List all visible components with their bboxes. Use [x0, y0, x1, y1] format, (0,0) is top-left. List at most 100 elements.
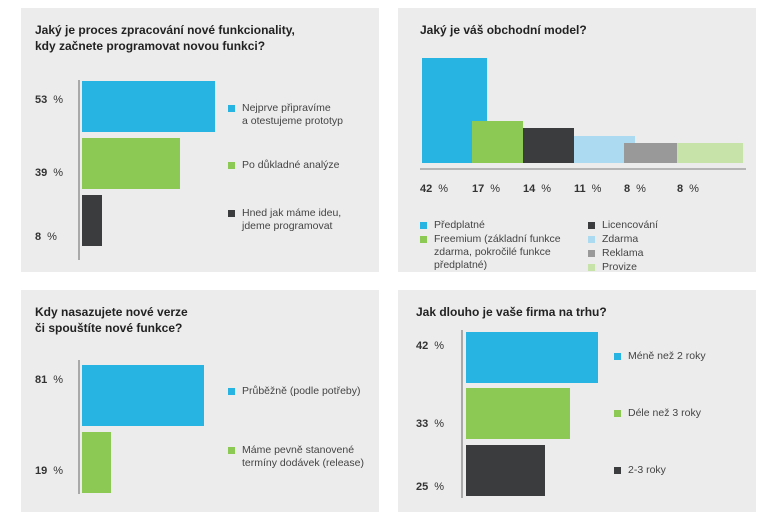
legend-swatch — [588, 250, 595, 257]
legend-label: 2-3 roky — [628, 464, 666, 477]
legend-swatch — [420, 222, 427, 229]
legend-label-line: termíny dodávek (release) — [242, 457, 364, 469]
legend-label-line: Licencování — [602, 219, 659, 231]
chart-panel-feature-process: Jaký je proces zpracování nové funkciona… — [21, 8, 379, 272]
legend-label-line: Reklama — [602, 247, 644, 259]
bar — [82, 138, 180, 189]
value-unit: % — [541, 183, 552, 195]
chart-baseline — [420, 168, 746, 170]
legend-swatch — [228, 105, 235, 112]
value-unit: % — [636, 183, 646, 195]
bar — [624, 143, 679, 163]
legend-label-line: Freemium (základní funkce — [434, 233, 561, 245]
legend-label: Méně než 2 roky — [628, 350, 706, 363]
legend-label-line: a otestujeme prototyp — [242, 115, 343, 127]
value-label: 42% — [416, 340, 444, 352]
legend-label-line: jdeme programovat — [242, 220, 333, 232]
value-unit: % — [434, 340, 445, 352]
legend-swatch — [228, 162, 235, 169]
legend-swatch — [228, 210, 235, 217]
chart-panel-company-age: Jak dlouho je vaše firma na trhu? 42% Mén… — [398, 290, 756, 512]
bar — [82, 195, 102, 246]
legend-label: Licencování — [602, 219, 658, 232]
value-label: 81% — [35, 374, 63, 386]
value-label: 19% — [35, 465, 63, 477]
legend-label-line: Hned jak máme ideu, — [242, 207, 342, 219]
legend-swatch — [588, 264, 595, 271]
bar — [82, 432, 111, 493]
value-number: 53 — [35, 94, 48, 106]
legend-label-line: Zdarma — [602, 233, 639, 245]
legend-swatch — [614, 410, 621, 417]
value-number: 42 — [420, 183, 433, 195]
bar — [523, 128, 574, 163]
value-label: 8% — [35, 231, 57, 243]
value-number: 81 — [35, 374, 48, 386]
legend-label-line: Průběžně (podle potřeby) — [242, 385, 361, 397]
chart-title: Kdy nasazujete nové verze či spouštíte n… — [35, 305, 188, 335]
legend-label: Reklama — [602, 247, 643, 260]
value-label: 8% — [624, 183, 646, 195]
chart-axis — [78, 360, 80, 494]
legend-label-line: Nejprve připravíme — [242, 102, 331, 114]
value-number: 25 — [416, 481, 429, 493]
bar — [466, 388, 570, 439]
chart-panel-business-model: Jaký je váš obchodní model? 42% 17% 14% 11%… — [398, 8, 756, 274]
value-number: 42 — [416, 340, 429, 352]
chart-title: Jaký je proces zpracování nové funkciona… — [35, 23, 295, 53]
bar — [466, 445, 545, 496]
value-number: 11 — [574, 183, 586, 195]
value-unit: % — [438, 183, 449, 195]
bar — [466, 332, 598, 383]
legend-label-line: předplatné) — [434, 259, 488, 271]
value-unit: % — [591, 183, 602, 195]
legend-label: Provize — [602, 261, 637, 274]
bar — [677, 143, 743, 163]
value-label: 8% — [677, 183, 699, 195]
chart-axis — [78, 80, 80, 260]
legend-swatch — [228, 388, 235, 395]
legend-swatch — [614, 467, 621, 474]
legend-label-line: Méně než 2 roky — [628, 350, 706, 362]
legend-swatch — [420, 236, 427, 243]
value-number: 33 — [416, 418, 429, 430]
value-unit: % — [434, 481, 445, 493]
bar — [82, 365, 204, 426]
chart-title: Jaký je váš obchodní model? — [420, 23, 587, 37]
value-label: 14% — [523, 183, 551, 195]
value-unit: % — [47, 231, 57, 243]
bar — [472, 120, 523, 163]
value-label: 33% — [416, 418, 444, 430]
value-label: 53% — [35, 94, 63, 106]
value-number: 8 — [35, 231, 42, 243]
value-number: 8 — [677, 183, 684, 195]
value-unit: % — [53, 167, 64, 179]
value-unit: % — [53, 374, 64, 386]
value-unit: % — [490, 183, 501, 195]
bar — [82, 81, 215, 132]
value-unit: % — [434, 418, 445, 430]
legend-label: Zdarma — [602, 233, 638, 246]
value-label: 17% — [472, 183, 500, 195]
value-number: 8 — [624, 183, 631, 195]
value-number: 39 — [35, 167, 48, 179]
value-label: 25% — [416, 481, 444, 493]
chart-title: Jak dlouho je vaše firma na trhu? — [416, 305, 607, 319]
value-unit: % — [689, 183, 699, 195]
value-number: 19 — [35, 465, 48, 477]
legend-label: Déle než 3 roky — [628, 407, 701, 420]
value-label: 42% — [420, 183, 448, 195]
value-unit: % — [53, 94, 64, 106]
value-label: 39% — [35, 167, 63, 179]
legend-label-line: 2-3 roky — [628, 464, 666, 476]
legend-label: Po důkladné analýze — [242, 159, 340, 172]
legend-label: Máme pevně stanovené termíny dodávek (rel… — [242, 444, 364, 470]
legend-label-line: Máme pevně stanovené — [242, 444, 355, 456]
value-number: 17 — [472, 183, 485, 195]
legend-swatch — [614, 353, 621, 360]
legend-label-line: Provize — [602, 261, 638, 273]
value-number: 14 — [523, 183, 536, 195]
legend-label: Předplatné — [434, 219, 485, 232]
legend-label: Nejprve připravíme a otestujeme prototyp — [242, 102, 343, 128]
legend-label-line: Předplatné — [434, 219, 485, 231]
